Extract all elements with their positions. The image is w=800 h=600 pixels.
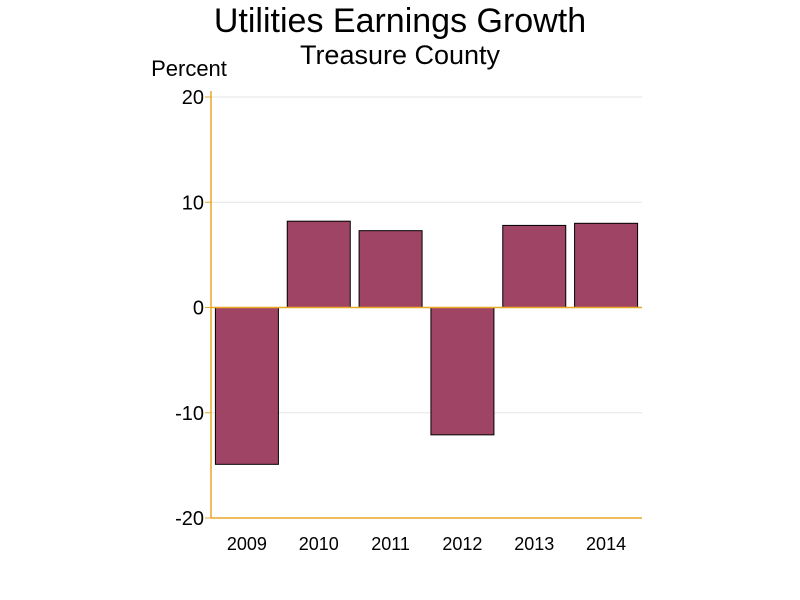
bar-2013 <box>502 224 567 308</box>
x-tick-label: 2014 <box>586 534 626 554</box>
x-tick-label: 2011 <box>371 534 410 554</box>
bar-2012 <box>430 307 495 436</box>
x-tick-label: 2009 <box>227 534 267 554</box>
x-tick-label: 2013 <box>514 534 554 554</box>
bars <box>214 220 639 465</box>
bar-2009 <box>214 307 279 465</box>
axes <box>205 91 642 519</box>
x-tick-labels: 2009 2010 2011 2012 2013 2014 <box>227 534 626 554</box>
bar-2010 <box>286 220 351 309</box>
x-tick-label: 2012 <box>442 534 482 554</box>
y-tick-label: 10 <box>182 192 204 214</box>
y-tick-label: -10 <box>175 403 204 425</box>
y-tick-labels: 20 10 0 -10 -20 <box>175 87 204 530</box>
y-tick-label: 0 <box>193 298 204 320</box>
bar-2011 <box>358 230 423 308</box>
bar-2014 <box>574 222 639 308</box>
chart-subtitle: Treasure County <box>299 40 501 70</box>
chart-title: Utilities Earnings Growth <box>213 2 587 40</box>
gridlines <box>211 96 642 414</box>
y-tick-label: 20 <box>182 87 204 109</box>
y-axis-label: Percent <box>151 56 227 81</box>
x-tick-label: 2010 <box>299 534 339 554</box>
y-tick-label: -20 <box>175 508 204 530</box>
